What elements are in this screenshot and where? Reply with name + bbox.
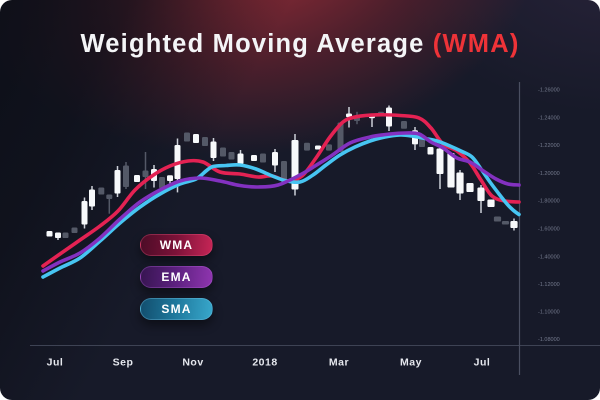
svg-text:-1.40000: -1.40000 <box>538 255 560 261</box>
svg-text:-1.10000: -1.10000 <box>538 310 560 316</box>
svg-text:Sep: Sep <box>113 357 134 369</box>
svg-text:-1.20000: -1.20000 <box>538 171 560 177</box>
svg-text:-1.26000: -1.26000 <box>538 88 560 94</box>
svg-text:-1.80000: -1.80000 <box>538 199 560 205</box>
svg-text:-1.24000: -1.24000 <box>538 116 560 122</box>
svg-text:2018: 2018 <box>252 357 277 369</box>
svg-text:Nov: Nov <box>182 357 203 369</box>
svg-text:-1.08000: -1.08000 <box>538 337 560 343</box>
svg-text:-1.60000: -1.60000 <box>538 227 560 233</box>
svg-text:May: May <box>400 357 422 369</box>
svg-text:-1.22000: -1.22000 <box>538 143 560 149</box>
svg-text:Mar: Mar <box>329 357 349 369</box>
svg-text:Jul: Jul <box>47 357 64 369</box>
svg-text:Jul: Jul <box>474 357 491 369</box>
svg-text:-1.12000: -1.12000 <box>538 282 560 288</box>
